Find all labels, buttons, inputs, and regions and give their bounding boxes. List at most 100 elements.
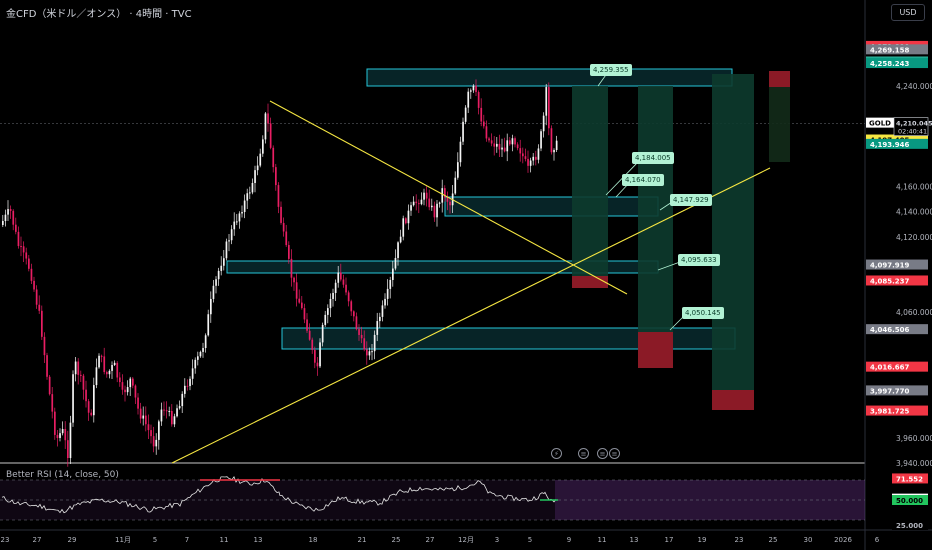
candle-body	[522, 153, 524, 157]
candle-body	[394, 257, 397, 269]
candle-body	[111, 365, 113, 371]
candle-body	[72, 374, 74, 423]
candle-body	[259, 153, 262, 166]
candle-body	[93, 385, 95, 416]
candle-body	[324, 314, 327, 325]
candle-body	[215, 279, 217, 286]
candle-body	[225, 241, 228, 259]
time-tick: 2026	[834, 536, 852, 544]
candle-body	[405, 218, 407, 224]
candle-body	[516, 144, 519, 149]
candle-body	[314, 349, 316, 363]
candle-body	[181, 393, 184, 407]
candle-body	[311, 339, 314, 350]
rsi-tag	[892, 495, 928, 505]
candle-body	[418, 203, 420, 205]
candle-body	[532, 156, 535, 161]
candle-body	[449, 201, 451, 206]
candle-body	[392, 268, 394, 280]
annotation-label[interactable]: 4,095.633	[678, 254, 720, 266]
annotation-label[interactable]: 4,147.929	[670, 194, 712, 206]
candle-body	[223, 258, 225, 266]
candle-body	[204, 335, 207, 349]
time-tick: 5	[153, 536, 157, 544]
price-tag	[866, 324, 928, 335]
candle-body	[316, 362, 319, 367]
time-tick: 7	[185, 536, 189, 544]
candles-layer	[2, 79, 558, 467]
candle-body	[477, 92, 480, 108]
candle-body	[43, 336, 46, 356]
time-tick: 5	[528, 536, 532, 544]
candle-body	[483, 121, 485, 127]
time-tick: 11月	[115, 536, 131, 544]
candle-body	[472, 85, 475, 91]
candle-body	[553, 149, 555, 153]
time-tick: 6	[875, 536, 880, 544]
time-tick: 17	[665, 536, 674, 544]
candle-body	[420, 199, 423, 205]
symbol-tag-label: GOLD	[869, 120, 891, 128]
time-tick: 25	[392, 536, 401, 544]
annotation-label[interactable]: 4,164.070	[622, 174, 664, 186]
candle-body	[59, 433, 61, 438]
annotation-label[interactable]: 4,184.005	[632, 152, 674, 164]
candle-body	[337, 272, 340, 283]
candle-body	[64, 429, 67, 441]
annotation-label[interactable]: 4,050.145	[682, 307, 724, 319]
candle-body	[158, 421, 160, 440]
candle-body	[454, 177, 457, 194]
candle-body	[134, 385, 137, 398]
candle-body	[82, 375, 85, 390]
time-tick: 11	[598, 536, 607, 544]
currency-button[interactable]: USD	[891, 4, 925, 21]
candle-body	[15, 224, 17, 232]
candle-body	[470, 90, 472, 92]
candle-body	[548, 87, 550, 129]
candle-body	[368, 351, 371, 356]
candle-body	[7, 209, 9, 215]
candle-body	[41, 310, 43, 337]
price-tag-label: 4,097.919	[870, 262, 910, 270]
candle-body	[61, 429, 64, 434]
candle-body	[210, 298, 212, 315]
candle-body	[431, 205, 433, 208]
candle-body	[220, 265, 223, 271]
candle-body	[269, 123, 272, 148]
candle-body	[298, 298, 301, 303]
candle-body	[124, 389, 126, 393]
price-axis[interactable]: 4,240.000 4,160.000 4,140.000 4,120.000 4,06…	[866, 40, 932, 530]
candle-body	[28, 258, 30, 269]
candle-body	[436, 203, 438, 218]
candle-body	[428, 198, 431, 208]
flag-us-icon[interactable]: ≡	[597, 448, 608, 459]
candle-body	[360, 334, 363, 339]
resistance-zone	[366, 68, 733, 87]
candle-body	[262, 139, 264, 154]
candle-body	[22, 246, 25, 253]
candle-body	[25, 252, 28, 259]
candle-body	[249, 192, 251, 194]
price-tag	[866, 361, 928, 372]
lightning-icon[interactable]: ⚡	[551, 448, 562, 459]
candle-body	[340, 272, 342, 280]
candle-body	[490, 140, 493, 144]
candle-body	[319, 342, 321, 367]
price-tick: 4,060.000	[896, 308, 932, 317]
flag-us-icon[interactable]: ≡	[578, 448, 589, 459]
candle-body	[410, 205, 412, 211]
candle-body	[152, 436, 155, 447]
flag-us-icon[interactable]: ≡	[609, 448, 620, 459]
candle-body	[51, 394, 54, 412]
time-axis[interactable]: 23 27 29 11月 5 7 11 13 18 21 25 27 12月 3 5 9 11 13 17 19 23 2…	[1, 536, 880, 544]
time-tick: 3	[495, 536, 499, 544]
candle-body	[251, 182, 254, 193]
candle-body	[308, 330, 311, 340]
annotation-label[interactable]: 4,259.355	[590, 64, 632, 76]
candle-body	[150, 430, 152, 437]
rsi-indicator-title[interactable]: Better RSI (14, close, 50)	[6, 470, 119, 480]
current-price-tag	[893, 117, 929, 136]
time-tick: 23	[1, 536, 10, 544]
